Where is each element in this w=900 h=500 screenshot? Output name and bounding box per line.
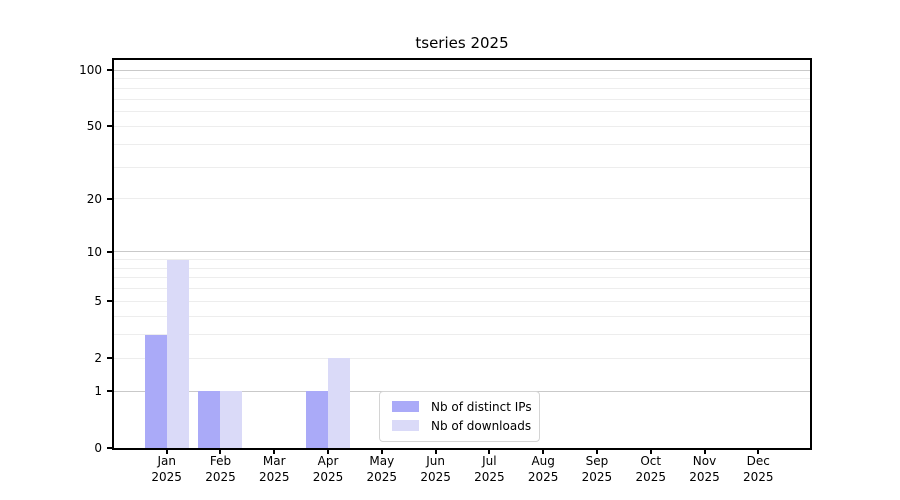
plot-area: Nb of distinct IPs Nb of downloads xyxy=(112,58,812,450)
x-tick-label-jun: Jun 2025 xyxy=(420,454,451,484)
x-tick-mark xyxy=(649,450,652,454)
x-tick-mark xyxy=(488,450,491,454)
gridline-minor xyxy=(114,98,810,100)
legend-swatch-distinct-ips xyxy=(392,401,419,412)
gridline-minor xyxy=(114,143,810,145)
bar-feb-downloads xyxy=(220,391,243,448)
legend-swatch-downloads xyxy=(392,420,419,431)
x-tick-mark xyxy=(219,450,222,454)
x-tick-mark xyxy=(327,450,330,454)
gridline-minor xyxy=(114,198,810,200)
y-tick-label: 20 xyxy=(86,191,102,206)
gridline-minor xyxy=(114,259,810,261)
x-tick-mark xyxy=(703,450,706,454)
gridline-minor xyxy=(114,78,810,80)
y-tick-mark xyxy=(107,390,112,393)
x-tick-mark xyxy=(595,450,598,454)
gridline-minor xyxy=(114,277,810,279)
gridline-minor xyxy=(114,166,810,168)
gridline-minor xyxy=(114,315,810,317)
gridline-minor xyxy=(114,334,810,336)
y-tick-label: 50 xyxy=(86,119,102,134)
x-tick-mark xyxy=(380,450,383,454)
x-tick-label-may: May 2025 xyxy=(366,454,398,484)
x-tick-label-sep: Sep 2025 xyxy=(581,454,613,484)
bar-jan-distinct-ips xyxy=(144,334,167,448)
x-tick-mark xyxy=(165,450,168,454)
x-tick-mark xyxy=(273,450,276,454)
bar-apr-downloads xyxy=(328,358,351,448)
gridline-minor xyxy=(114,111,810,113)
chart-title: tseries 2025 xyxy=(415,34,509,52)
y-tick-mark xyxy=(107,69,112,72)
y-tick-mark xyxy=(107,447,112,449)
legend-item-distinct-ips: Nb of distinct IPs xyxy=(392,397,532,416)
x-tick-mark xyxy=(542,450,545,454)
bar-feb-distinct-ips xyxy=(198,391,221,448)
legend-label-downloads: Nb of downloads xyxy=(431,418,532,433)
y-tick-mark xyxy=(107,300,112,303)
y-tick-label: 2 xyxy=(94,351,102,366)
x-tick-label-feb: Feb 2025 xyxy=(205,454,236,484)
y-tick-label: 5 xyxy=(94,294,102,309)
legend-item-downloads: Nb of downloads xyxy=(392,416,532,435)
x-tick-mark xyxy=(757,450,760,454)
gridline-minor xyxy=(114,288,810,290)
legend-label-distinct-ips: Nb of distinct IPs xyxy=(431,399,532,414)
y-tick-mark xyxy=(107,357,112,360)
legend: Nb of distinct IPs Nb of downloads xyxy=(379,391,540,442)
x-tick-label-aug: Aug 2025 xyxy=(527,454,559,484)
gridline-minor xyxy=(114,87,810,89)
x-tick-mark xyxy=(434,450,437,454)
x-tick-label-apr: Apr 2025 xyxy=(312,454,344,484)
gridline-minor xyxy=(114,300,810,302)
gridline-minor xyxy=(114,125,810,127)
y-tick-label: 0 xyxy=(94,441,102,455)
x-tick-label-nov: Nov 2025 xyxy=(689,454,720,484)
gridline-minor xyxy=(114,267,810,269)
gridline-major xyxy=(114,69,810,71)
x-tick-label-jan: Jan 2025 xyxy=(151,454,182,484)
x-tick-label-dec: Dec 2025 xyxy=(742,454,774,484)
gridline-major xyxy=(114,251,810,253)
gridline-minor xyxy=(114,357,810,359)
bar-jan-downloads xyxy=(166,259,189,448)
x-tick-label-mar: Mar 2025 xyxy=(258,454,290,484)
y-tick-mark xyxy=(107,250,112,253)
y-tick-mark xyxy=(107,125,112,128)
bar-apr-distinct-ips xyxy=(306,391,329,448)
x-tick-label-oct: Oct 2025 xyxy=(635,454,666,484)
y-tick-label: 1 xyxy=(94,384,102,399)
x-tick-label-jul: Jul 2025 xyxy=(474,454,505,484)
y-tick-label: 10 xyxy=(86,244,102,259)
y-tick-label: 100 xyxy=(79,63,102,78)
y-tick-mark xyxy=(107,197,112,200)
